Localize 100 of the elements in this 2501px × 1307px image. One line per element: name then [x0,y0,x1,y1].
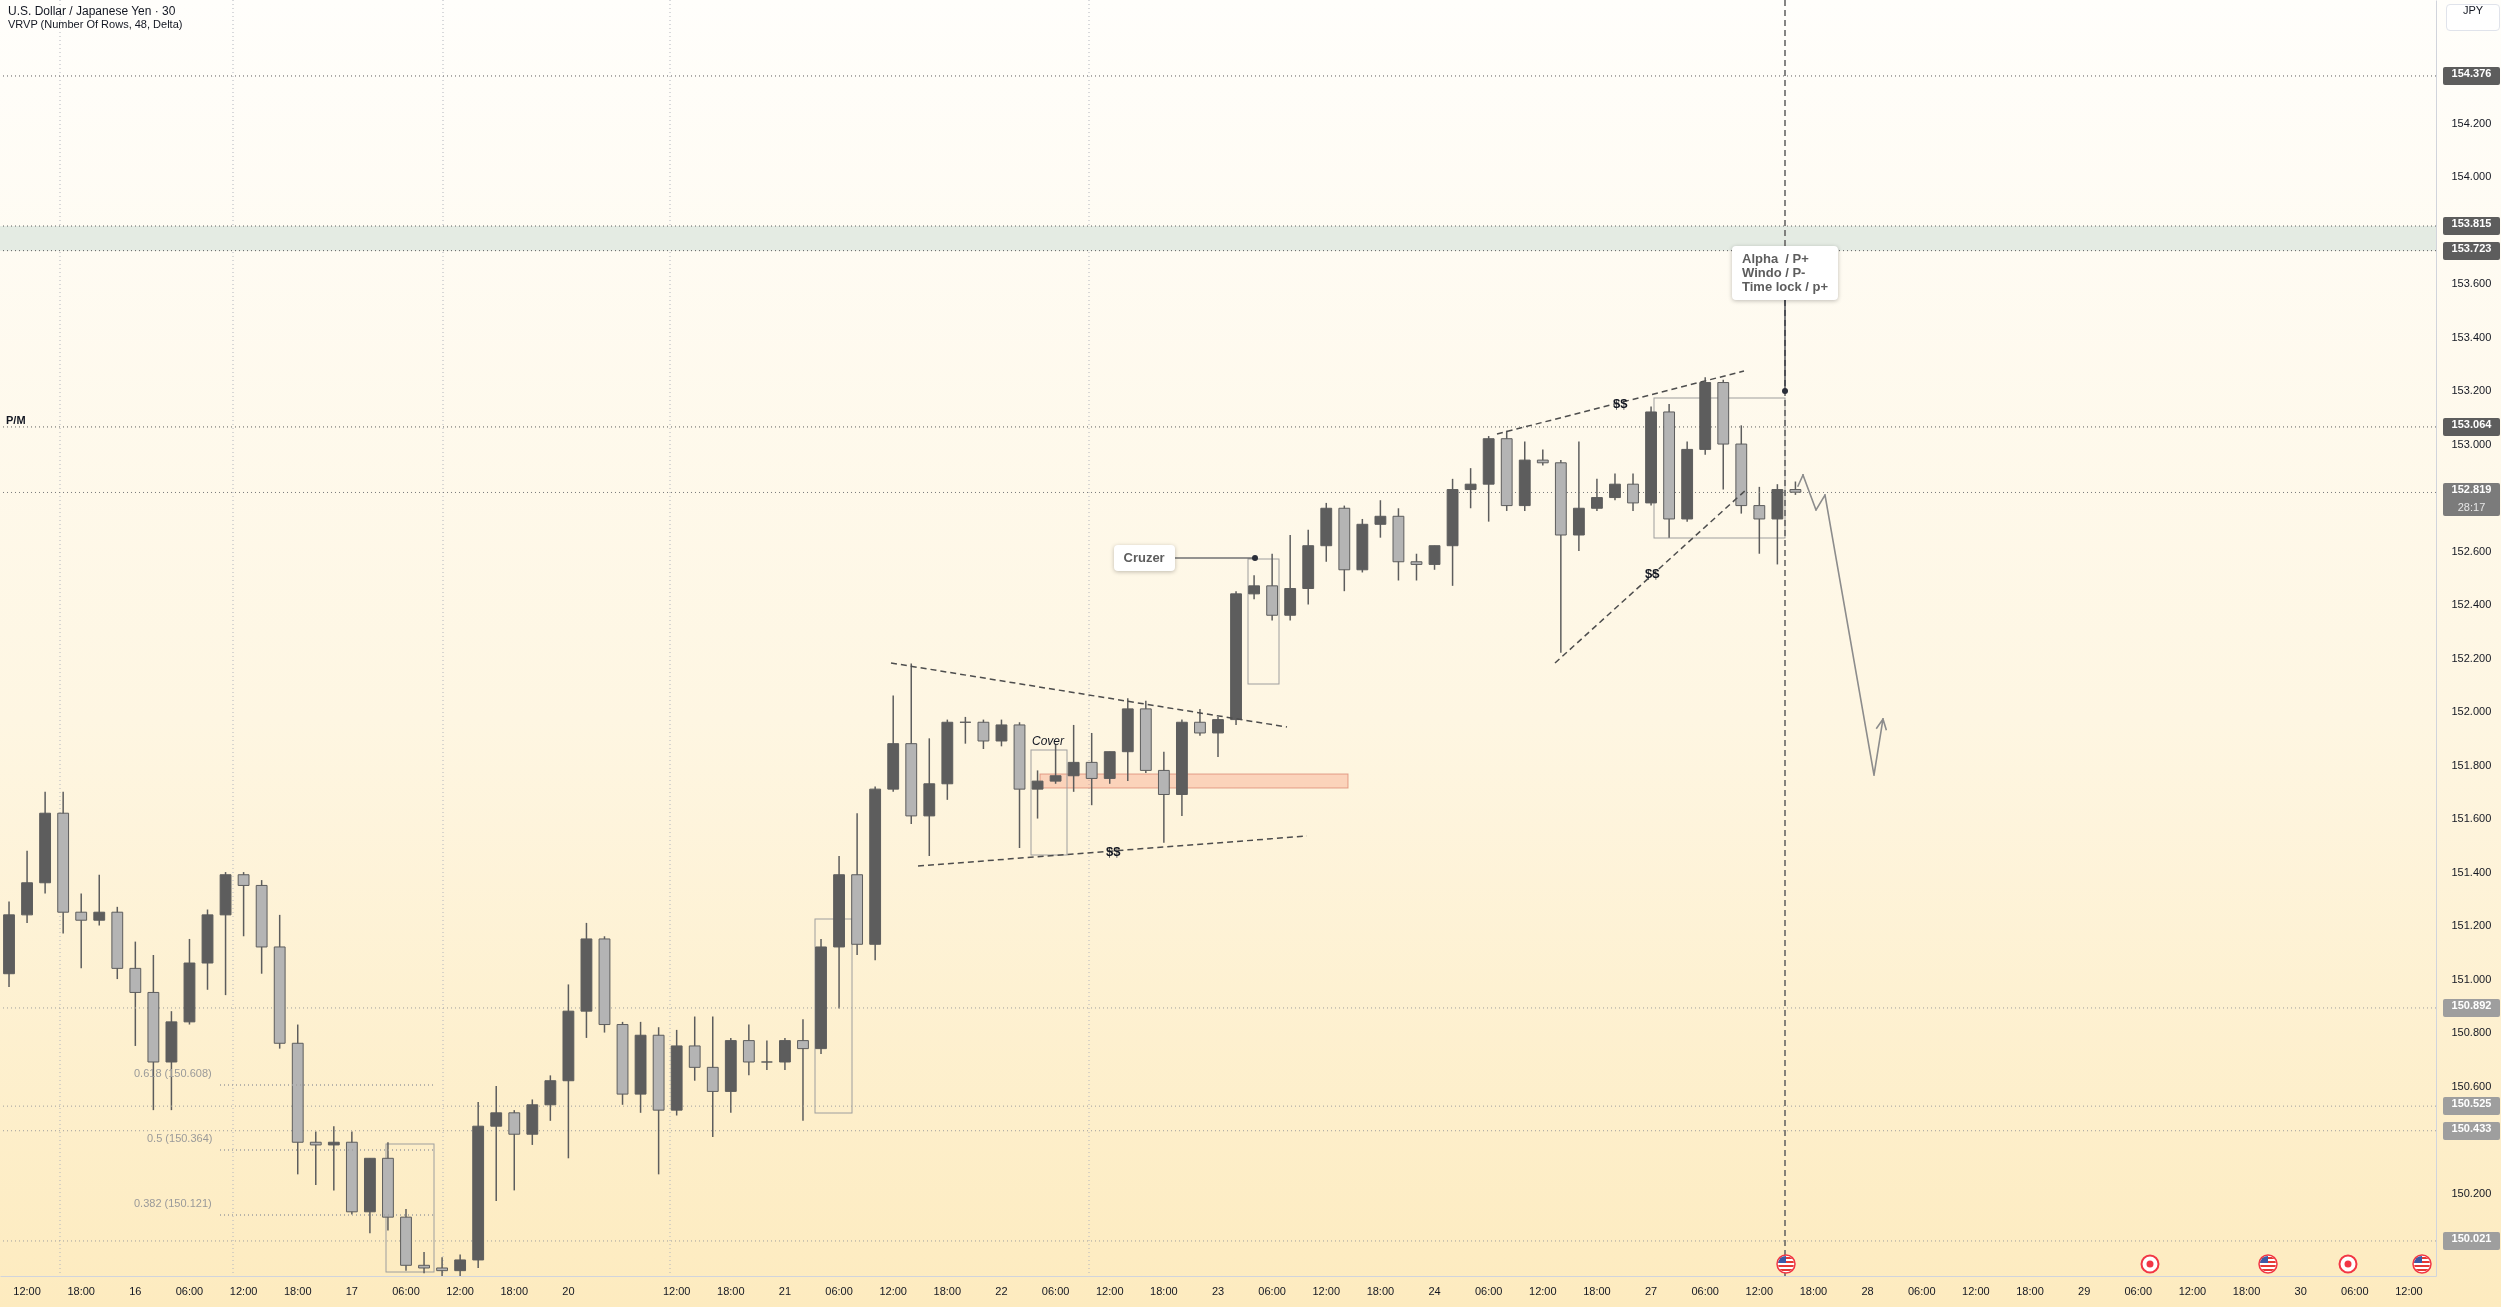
candlestick [1609,472,1621,501]
y-tick-label: 151.600 [2451,812,2492,825]
x-tick-label: 12:00 [662,1284,691,1297]
y-tick-label: 151.800 [2451,758,2492,771]
candlestick [1212,716,1224,758]
candlestick [418,1251,430,1275]
x-tick-label: 18:00 [1150,1284,1178,1297]
candlestick [977,718,990,750]
annotation: Alpha / P+ Windo / P- Time lock / p+ [1742,251,1829,294]
candlestick [760,1039,773,1071]
x-tick-label: 06:00 [825,1284,853,1297]
x-tick-label: 18:00 [1366,1284,1395,1297]
candlestick [1194,708,1206,737]
candlestick [1374,499,1387,539]
x-tick-label: 16 [129,1284,142,1297]
x-tick-label: 27 [1644,1284,1658,1297]
x-tick-label: 06:00 [1691,1284,1719,1297]
candlestick [1536,448,1549,467]
candlestick [1627,472,1639,512]
x-tick-label: 12:00 [446,1284,474,1297]
x-tick-label: 06:00 [1258,1284,1286,1297]
candlestick [454,1253,467,1277]
candlestick [309,1130,322,1186]
annotation: P/M [6,413,26,426]
candlestick [490,1085,503,1202]
y-tick-label: 151.000 [2451,972,2492,985]
y-tick-label: 151.200 [2451,919,2492,932]
x-tick-label: 06:00 [175,1284,204,1297]
x-tick-label: 24 [1428,1284,1441,1297]
text: 28:17 [2456,501,2487,516]
x-tick-label: 18:00 [2232,1284,2261,1297]
candlestick [959,716,972,745]
x-tick-label: 12:00 [1745,1284,1774,1297]
candlestick [1248,574,1260,600]
y-tick-label: 153.600 [2451,277,2492,290]
annotation: $$ [1106,843,1121,859]
y-tick-label: 154.200 [2451,116,2492,129]
x-tick-label: 12:00 [229,1284,258,1297]
x-tick-label: 18:00 [1799,1284,1828,1297]
x-tick-label: 06:00 [1041,1284,1070,1297]
x-tick-label: 12:00 [2178,1284,2207,1297]
y-tick-label: 152.600 [2451,544,2492,557]
candlestick [1410,552,1423,582]
x-tick-label: 18:00 [500,1284,529,1297]
candlestick [436,1256,448,1277]
y-tick-label: 153.400 [2451,330,2492,343]
y-tick-label: 151.400 [2451,865,2492,878]
y-tick-label: 153.200 [2451,384,2492,397]
x-tick-label: 12:00 [1529,1284,1557,1297]
y-tick-label: 150.800 [2451,1026,2492,1039]
annotation: $$ [1645,565,1660,581]
x-tick-label: 28 [1861,1284,1874,1297]
y-tick-label: 153.000 [2451,437,2492,450]
x-tick-label: 12:00 [13,1284,41,1297]
x-tick-label: 18:00 [1583,1284,1611,1297]
x-tick-label: 23 [1211,1284,1225,1297]
candlestick [237,871,250,938]
x-tick-label: 21 [778,1284,792,1297]
annotation: $$ [1613,395,1628,411]
x-tick-label: 18:00 [2016,1284,2044,1297]
annotation: 0.5 (150.364) [147,1132,213,1144]
x-tick-label: 30 [2294,1284,2307,1297]
x-tick-label: 17 [345,1284,358,1297]
y-tick-label: 150.600 [2451,1079,2492,1092]
x-tick-label: 06:00 [2341,1284,2369,1297]
candlestick [1428,544,1441,571]
candlestick [1085,732,1098,806]
text: VRVP (Number Of Rows, 48, Delta) [8,18,183,30]
x-tick-label: 12:00 [2395,1284,2423,1297]
x-tick-label: 06:00 [2124,1284,2153,1297]
candlestick [1067,724,1080,793]
x-tick-label: 12:00 [1095,1284,1124,1297]
y-tick-label: 152.400 [2451,598,2492,611]
x-tick-label: 20 [562,1284,575,1297]
x-tick-label: 12:00 [879,1284,907,1297]
annotation: Cover [1032,734,1065,748]
candlestick [1753,486,1766,555]
y-tick-label: 152.000 [2451,705,2492,718]
x-tick-label: 06:00 [1907,1284,1936,1297]
candlestick [688,1015,701,1082]
candlestick [995,718,1008,748]
chart-title: U.S. Dollar / Japanese Yen · 30 [8,4,177,18]
x-tick-label: 18:00 [717,1284,745,1297]
candlestick [327,1125,340,1192]
x-tick-label: 18:00 [933,1284,962,1297]
y-tick-label: 152.200 [2451,651,2492,664]
candlestick [508,1109,521,1192]
candlestick [1464,467,1477,510]
x-tick-label: 06:00 [392,1284,420,1297]
x-tick-label: 18:00 [283,1284,312,1297]
x-tick-label: 12:00 [1962,1284,1990,1297]
annotation: 0.382 (150.121) [134,1197,212,1209]
y-tick-label: 150.200 [2451,1186,2492,1199]
candlestick [93,873,106,927]
y-tick-label: 154.000 [2451,170,2492,183]
candlestick [742,1023,755,1077]
candlestick [797,1018,809,1122]
x-tick-label: 06:00 [1474,1284,1503,1297]
ref-line-label: 152.819 [2450,483,2493,498]
candlestick [779,1037,791,1071]
